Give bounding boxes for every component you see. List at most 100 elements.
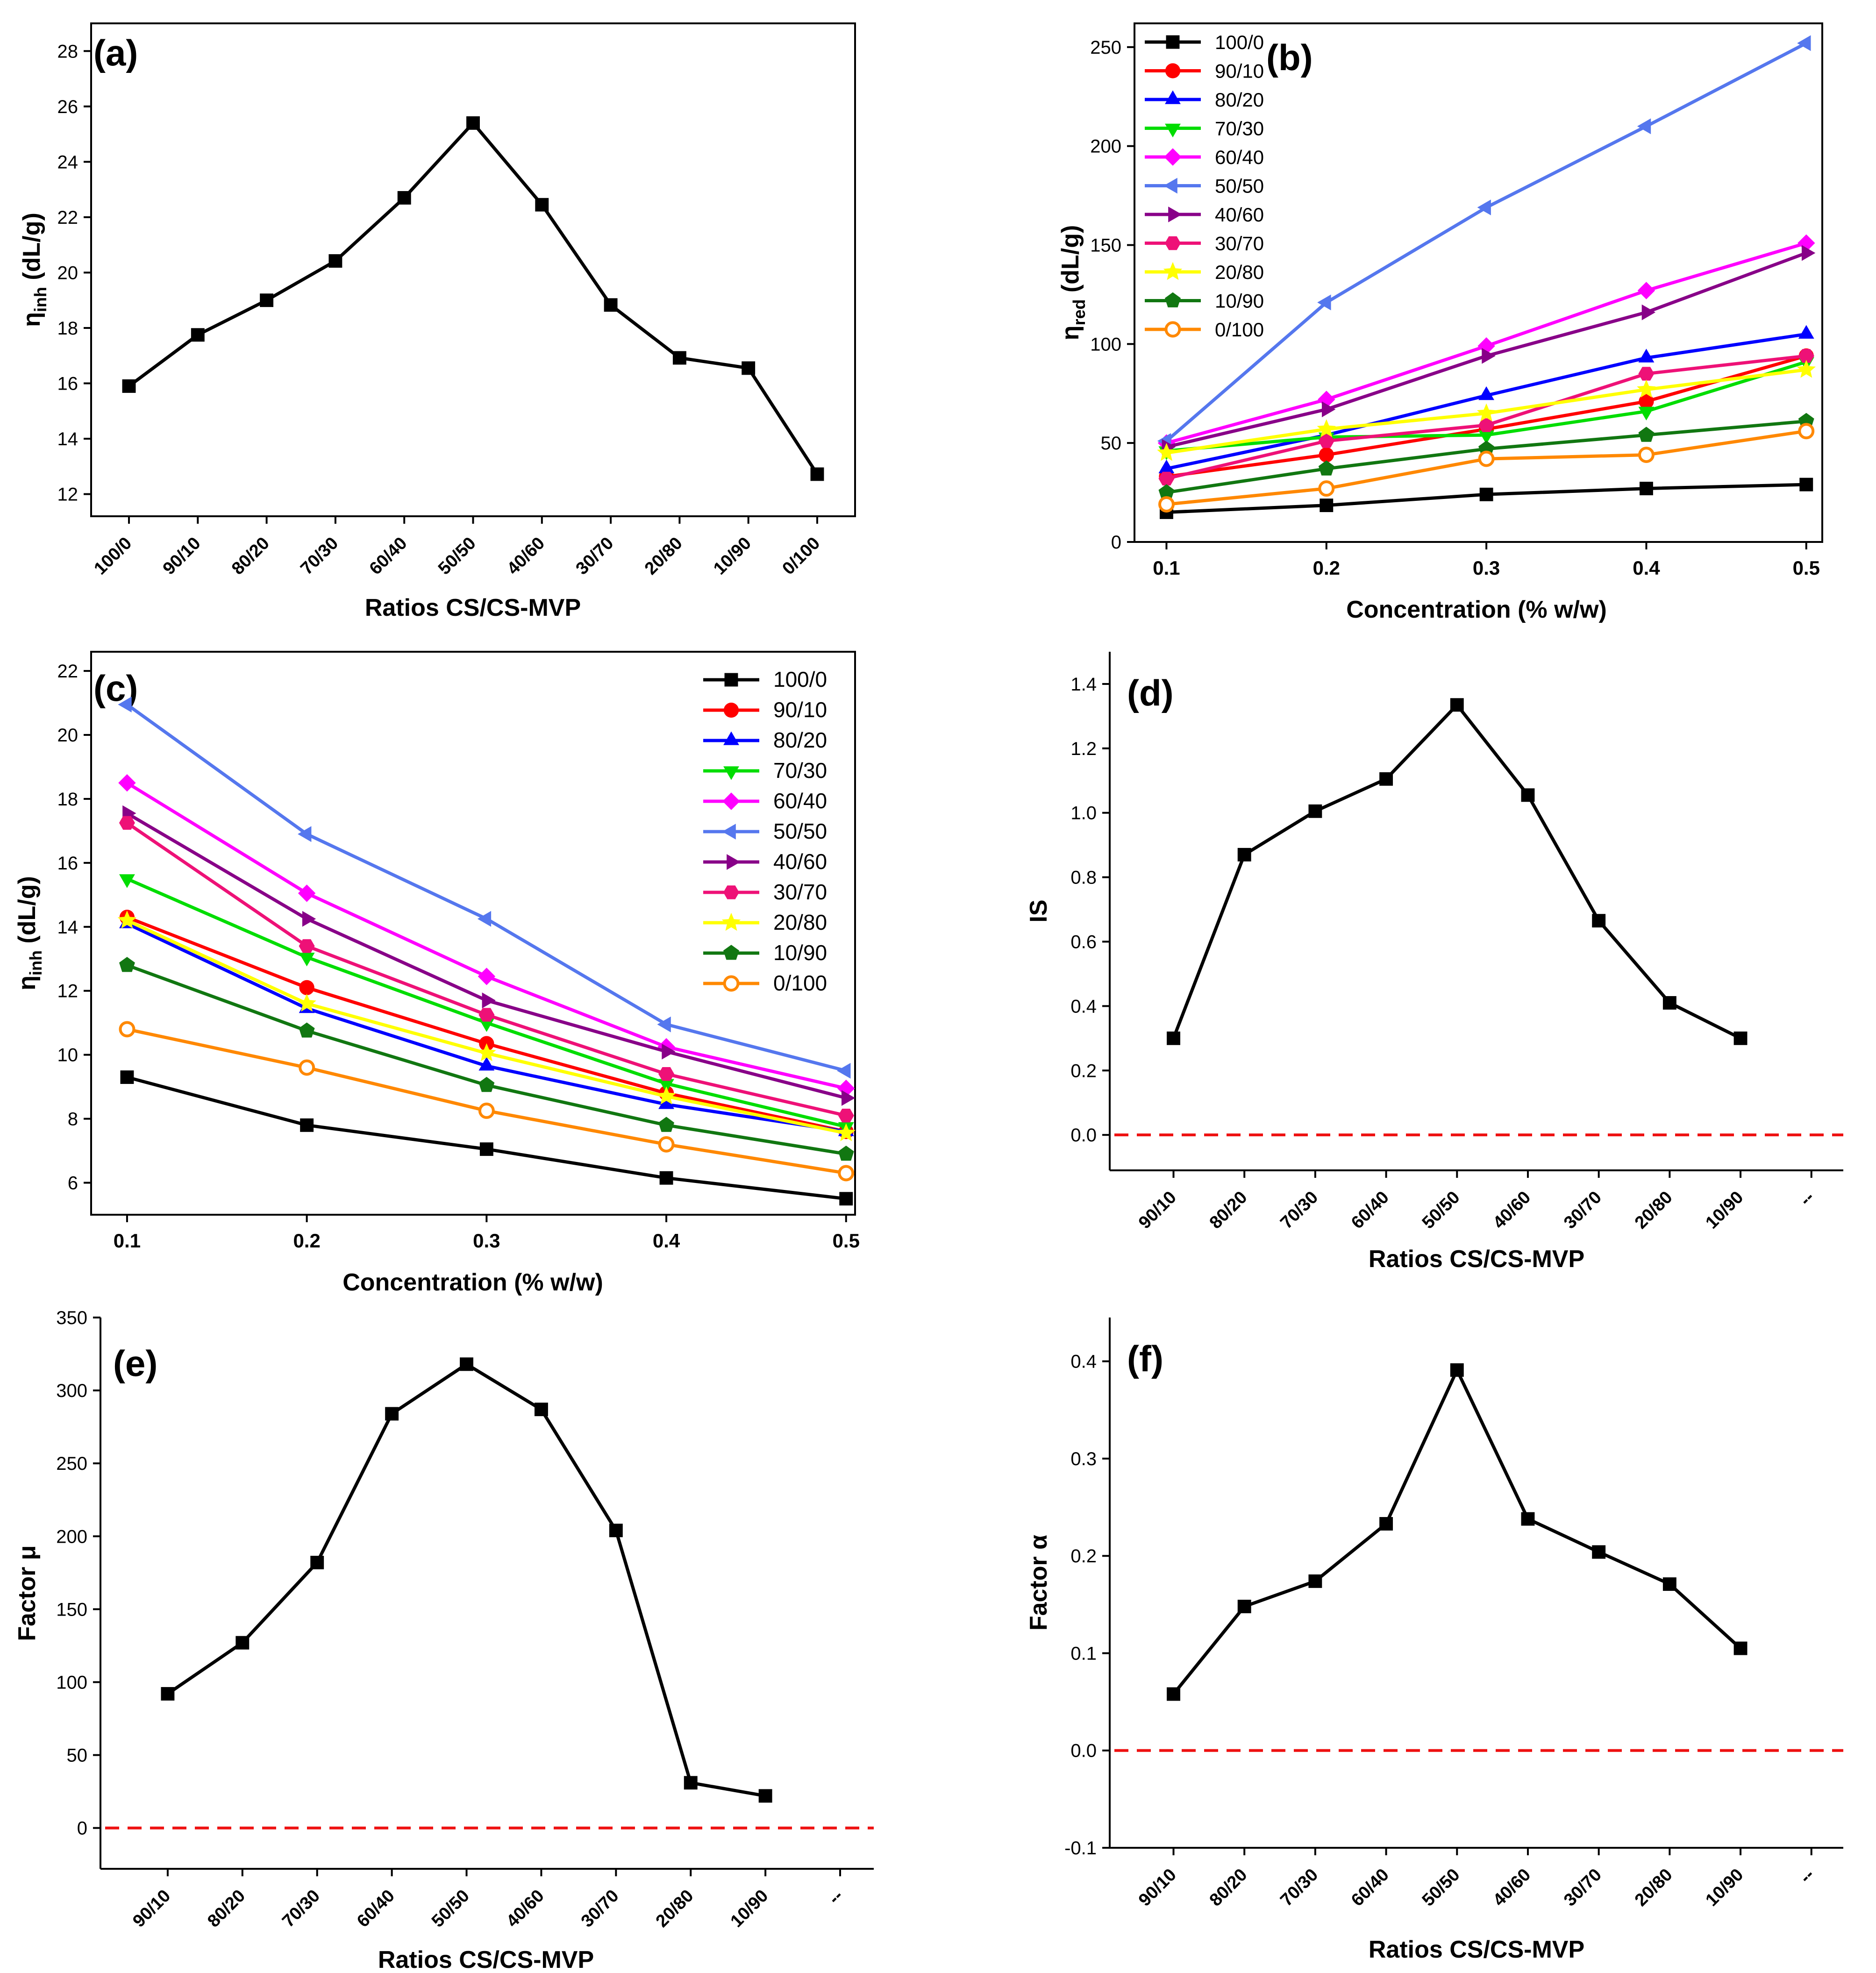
x-tick-label: 90/10 [159,534,205,579]
y-tick-label: 22 [57,661,78,682]
legend-marker [722,792,740,810]
y-tick-label: 1.4 [1070,674,1097,695]
data-point [1798,325,1814,339]
x-tick-label: 0.5 [1793,557,1820,579]
x-tick-label: 80/20 [204,1886,249,1931]
legend-label: 80/20 [773,728,827,752]
panel-label: (e) [113,1343,157,1384]
data-point [609,1524,623,1538]
data-point [1478,450,1495,467]
y-tick-label: 350 [56,1308,87,1328]
data-point [1319,447,1334,463]
data-point [1797,360,1816,378]
y-tick-label: 18 [57,318,78,339]
x-tick-label: 40/60 [503,1886,548,1931]
y-tick-label: 0.8 [1070,868,1097,888]
data-point [658,1136,675,1153]
y-axis-label: IS [1025,899,1052,922]
x-tick-label: 70/30 [297,534,342,579]
data-point [477,911,492,927]
legend-marker [721,912,741,931]
x-tick-label: 20/80 [641,534,686,579]
x-axis-label: Concentration (% w/w) [1346,596,1607,623]
data-point [1320,499,1334,513]
legend-label: 30/70 [1215,233,1264,255]
series-line [128,121,819,475]
panel-d: 0.0 0.2 0.4 0.6 0.8 1.0 1.2 1.4 90/10 80/20 70/30 6… [1025,652,1843,1273]
y-axis-label-sub: red [1070,299,1089,326]
y-axis-label-unit: (dL/g) [1057,225,1084,299]
data-point [478,968,496,985]
data-point [1317,294,1331,311]
legend-marker [723,766,739,780]
panel-label: (b) [1266,37,1313,78]
legend-label: 70/30 [1215,118,1264,140]
data-point [478,1103,495,1119]
x-tick-label: 10/90 [710,534,755,579]
data-point [1477,199,1491,215]
data-point [118,697,132,712]
data-point [299,1059,315,1076]
x-tick-label: 60/40 [366,534,411,579]
y-tick-label: 20 [57,263,78,283]
plot-frame [1134,22,1823,543]
data-point [479,1142,493,1156]
legend-label: 80/20 [1215,89,1264,111]
series-line [1172,1366,1742,1695]
y-tick-label: 14 [57,429,78,449]
panel-c: 6 8 10 12 14 16 18 20 22 0.1 0.2 0.3 0.4 0.5 Concentra… [14,651,860,1296]
y-tick-label: 0 [77,1818,87,1839]
panel-e: 0 50 100 150 200 250 300 350 90/10 80/20 70/30 60/4… [14,1308,874,1973]
data-point [1318,460,1334,476]
legend-marker [1165,236,1181,250]
y-tick-label: 250 [56,1453,87,1474]
y-tick-label: 28 [57,41,78,62]
y-tick-label: 0.0 [1070,1741,1097,1761]
y-tick-label: 0.2 [1070,1546,1097,1567]
data-point [478,1057,495,1071]
x-axis-label: Ratios CS/CS-MVP [365,594,581,621]
y-tick-label: 0.4 [1070,996,1097,1017]
data-point [1592,1545,1606,1559]
data-point [656,1086,676,1104]
panel-a: 12 14 16 18 20 22 24 26 28 100/0 90/10 80/20 70/30 60… [18,22,856,621]
x-tick-label: 0.2 [1313,557,1340,579]
x-tick-label: 80/20 [1206,1188,1251,1233]
x-tick-label: 0.3 [1473,557,1500,579]
data-point [1322,401,1336,418]
data-point [535,198,549,212]
x-tick-label: 50/50 [1419,1188,1464,1233]
data-point [1662,996,1676,1010]
x-axis-label: Ratios CS/CS-MVP [1369,1936,1584,1963]
x-tick-label: 90/10 [129,1886,174,1931]
y-tick-label: 6 [68,1173,78,1194]
y-axis-label-main: Factor α [1025,1535,1052,1631]
x-tick-label: 0.1 [1153,557,1180,579]
y-axis-label-sub: inh [31,287,50,312]
data-point [1638,406,1655,420]
data-point [672,351,686,365]
data-point [1237,1600,1251,1613]
data-point [119,874,135,888]
x-tick-label: 60/40 [353,1886,399,1931]
data-point [119,1021,136,1038]
data-point [1638,367,1655,381]
data-point [1662,1577,1676,1591]
legend: 100/0 90/10 80/20 70/30 60/40 50/50 40/60 30/70… [703,667,827,995]
y-axis-label: ηinh (dL/g) [18,213,50,327]
data-point [1637,282,1655,299]
y-tick-label: 24 [57,152,78,172]
data-point [1308,804,1322,818]
data-point [119,816,135,830]
y-tick-label: 0.6 [1070,932,1097,952]
y-tick-label: 16 [57,374,78,394]
y-axis-label-main: Factor μ [14,1545,41,1641]
data-point [117,910,137,929]
y-tick-label: -0.1 [1064,1838,1097,1859]
x-tick-label: 30/70 [1560,1865,1605,1910]
legend-label: 0/100 [773,971,827,995]
legend-label: 50/50 [773,819,827,843]
series-0-100 [119,1021,855,1182]
data-point [1802,245,1816,261]
x-tick-label: 30/70 [578,1886,623,1931]
